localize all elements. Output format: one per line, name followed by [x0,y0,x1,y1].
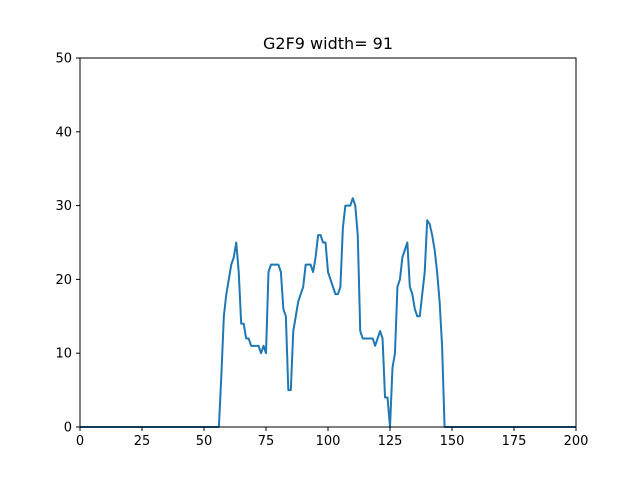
x-tick-label: 0 [76,434,84,449]
y-tick-label: 0 [64,421,72,436]
chart-title: G2F9 width= 91 [263,34,393,53]
axes-frame [79,57,577,428]
series-line-0 [80,197,576,428]
x-tick-label: 125 [378,434,403,449]
plot-area [80,197,576,428]
x-tick-label: 175 [502,434,527,449]
x-tick-label: 50 [196,434,213,449]
x-tick-label: 75 [258,434,275,449]
x-tick-label: 200 [564,434,589,449]
axis-ticks: 0 25 50 75 100 125 150 175 200 0 10 20 30 40 50 [55,52,588,450]
x-tick-label: 100 [316,434,341,449]
y-tick-label: 50 [55,52,72,67]
y-tick-label: 30 [55,199,72,214]
x-tick-label: 25 [134,434,151,449]
y-tick-label: 10 [55,347,72,362]
y-tick-label: 20 [55,273,72,288]
y-tick-label: 40 [55,125,72,140]
x-tick-label: 150 [440,434,465,449]
